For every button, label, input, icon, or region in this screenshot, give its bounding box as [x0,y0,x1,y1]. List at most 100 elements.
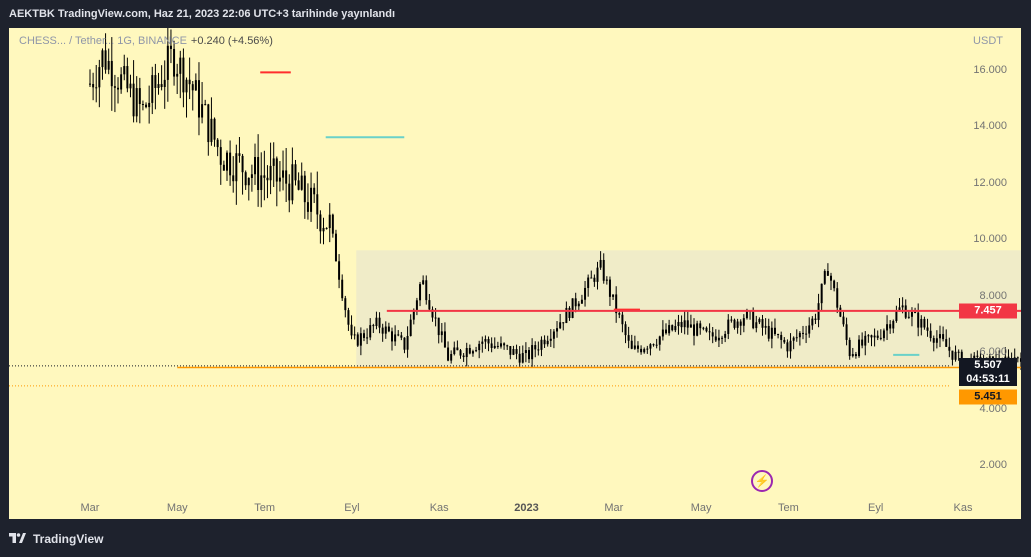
tradingview-brand: TradingView [33,532,104,546]
candle-body [509,346,512,355]
candle-body [801,332,804,334]
candle-body [764,325,767,328]
candle-body [191,84,194,91]
candle-body [680,321,683,328]
candle-body [263,175,266,178]
candle-body [179,57,182,74]
candle-body [334,233,337,262]
candle-body [275,158,278,182]
candle-body [945,339,948,347]
candle-body [882,330,885,339]
candle-body [356,334,359,346]
candle-body [428,300,431,310]
candle-body [319,214,322,232]
candle-body [901,305,904,308]
candle-body [693,324,696,336]
candle-body [608,279,611,297]
candle-body [792,337,795,341]
candle-body [892,320,895,329]
candle-body [216,139,219,148]
candle-body [443,331,446,348]
candle-body [957,351,960,353]
candle-body [359,333,362,346]
candle-body [447,347,450,361]
price-chart[interactable] [9,28,1021,519]
candle-body [811,318,814,326]
candle-body [633,345,636,349]
candle-body [724,333,727,338]
candle-body [462,355,465,358]
y-tick-label: 2.000 [979,459,1007,471]
candle-body [210,118,213,143]
candle-body [795,337,798,339]
tradingview-logo-icon [9,533,26,543]
candle-body [649,344,652,349]
x-tick-label: Kas [953,502,973,514]
chart-panel[interactable]: CHESS... / Tether... 1G, BINANCE +0.240 (… [9,28,1021,519]
candle-body [1016,357,1019,359]
candle-body [543,339,546,345]
candle-body [580,299,583,304]
candle-body [886,324,889,331]
candle-body [366,337,369,339]
candle-body [954,351,957,360]
candle-body [823,271,826,284]
candle-body [777,333,780,335]
lightning-icon[interactable]: ⚡ [751,470,773,492]
candle-body [552,331,555,339]
candle-body [369,325,372,338]
candle-body [786,342,789,352]
price-change: +0.240 (+4.56%) [190,35,273,47]
candle-body [562,322,565,324]
candle-body [686,320,689,328]
candle-body [169,45,172,49]
candle-body [664,329,667,334]
candle-body [471,351,474,354]
candle-body [232,175,235,182]
candle-body [440,331,443,336]
candle-body [574,298,577,307]
candle-body [923,318,926,328]
candle-body [378,317,381,328]
candle-body [867,335,870,337]
candle-body [362,333,365,338]
candle-body [730,319,733,321]
candle-body [173,48,176,77]
candle-body [101,50,104,68]
candle-body [605,279,608,281]
currency-label: USDT [973,35,1003,47]
candle-body [689,324,692,328]
candle-body [291,164,294,201]
symbol-legend[interactable]: CHESS... / Tether... 1G, BINANCE +0.240 (… [19,35,273,47]
candle-body [123,66,126,75]
candle-body [559,322,562,329]
candle-body [851,354,854,357]
candle-body [879,337,882,339]
candle-body [814,318,817,320]
candle-body [584,287,587,300]
candle-body [157,84,160,89]
candle-body [658,336,661,345]
candle-body [297,180,300,190]
candle-body [643,349,646,353]
candle-body [201,104,204,118]
candle-body [331,214,334,234]
candle-body [624,324,627,336]
candle-body [739,321,742,326]
candle-body [135,88,138,117]
candle-body [197,80,200,118]
candle-body [587,277,590,288]
candle-body [294,164,297,181]
candle-body [222,164,225,171]
candle-body [437,317,440,336]
candle-body [976,355,979,357]
candle-body [780,334,783,340]
candle-body [833,280,836,289]
candle-body [475,350,478,352]
candle-body [898,307,901,311]
top-bar: AEKTBK TradingView.com, Haz 21, 2023 22:… [0,0,1031,28]
candle-body [151,75,154,103]
candle-body [160,84,163,88]
candle-body [431,309,434,318]
candle-body [490,343,493,348]
